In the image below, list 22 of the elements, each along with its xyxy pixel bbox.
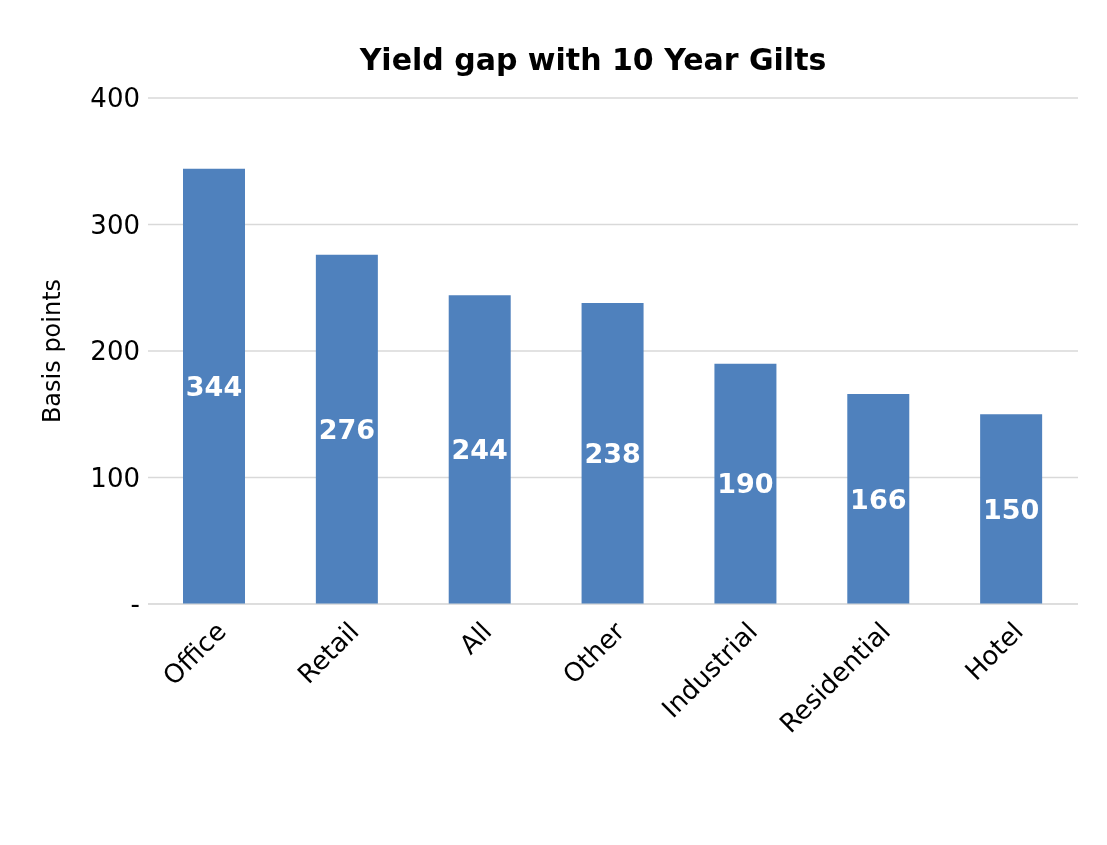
bar [315, 254, 378, 604]
chart-title: Yield gap with 10 Year Gilts [358, 41, 828, 79]
y-tick-label: 200 [90, 336, 140, 367]
bar [448, 295, 511, 604]
y-tick-label: - [130, 589, 140, 620]
bar [714, 363, 777, 604]
bar [980, 414, 1043, 604]
bar [581, 302, 644, 604]
data-label: 150 [982, 493, 1040, 525]
data-label: 238 [584, 438, 641, 470]
y-tick-label: 400 [90, 83, 140, 114]
y-axis-title: Basis points [37, 278, 66, 424]
bar [847, 394, 910, 604]
data-label: 276 [318, 414, 376, 446]
data-label: 244 [451, 434, 508, 466]
data-label: 190 [717, 468, 774, 500]
bar [183, 168, 245, 604]
y-tick-label: 100 [90, 462, 140, 493]
data-label: 166 [850, 483, 907, 515]
y-tick-label: 300 [90, 209, 140, 240]
data-label: 344 [185, 371, 243, 403]
x-tick-label: All [453, 616, 498, 661]
